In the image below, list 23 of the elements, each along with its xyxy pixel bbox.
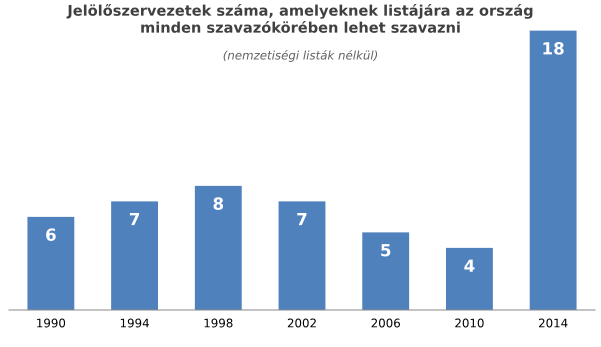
x-tick-label: 2014 (538, 318, 568, 328)
bar (194, 186, 242, 310)
bar (27, 216, 74, 310)
data-label: 7 (297, 213, 306, 226)
x-tick-label: 1990 (37, 318, 66, 328)
data-label: 6 (46, 228, 56, 241)
bar (446, 248, 493, 310)
data-label: 4 (464, 260, 474, 272)
data-label: 18 (543, 42, 564, 55)
x-tick-label: 1998 (204, 318, 233, 328)
x-tick-label: 1994 (120, 318, 149, 328)
chart-title: Jelölőszervezetek száma, amelyeknek listájára az ország minden szavazókörében lehet szavazni (66, 4, 532, 33)
text: (nemzetiségi listák nélkül) (224, 50, 378, 62)
x-tick-label: 2006 (372, 318, 400, 328)
x-tick-label: 2002 (288, 318, 316, 328)
bar (278, 201, 326, 310)
bar (530, 30, 577, 310)
data-label: 7 (130, 213, 140, 226)
data-label: 8 (214, 197, 224, 210)
bar (362, 232, 410, 310)
bar (111, 201, 158, 310)
x-tick-label: 2010 (455, 318, 484, 328)
data-label: 5 (381, 244, 390, 256)
